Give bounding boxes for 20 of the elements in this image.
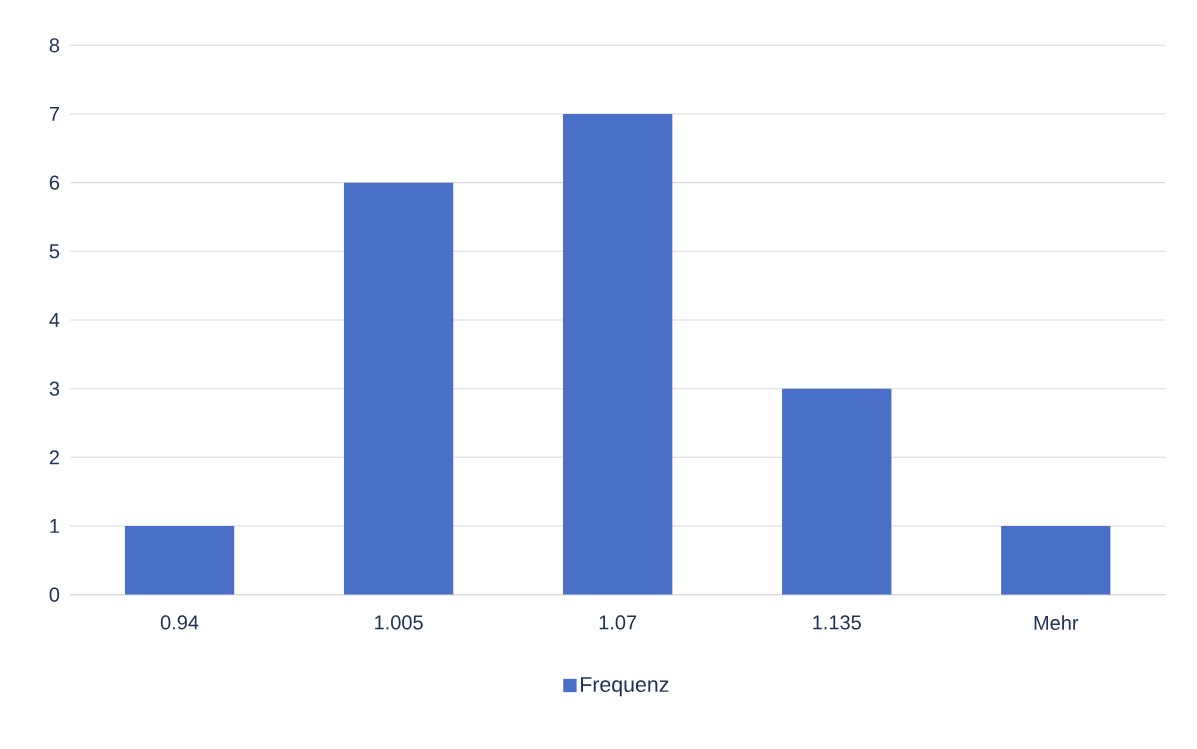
y-tick-label: 3 <box>49 381 60 396</box>
y-tick-label: 8 <box>49 38 60 53</box>
bar <box>1001 525 1111 595</box>
x-tick-label: 1.135 <box>813 615 861 630</box>
y-tick-label: 7 <box>49 107 59 121</box>
bar <box>343 182 454 595</box>
y-tick-label: 0 <box>49 587 60 602</box>
bar <box>563 113 673 595</box>
y-tick-label: 1 <box>50 519 59 533</box>
bar <box>124 525 235 595</box>
x-tick-label: 1.07 <box>599 615 637 630</box>
x-tick-label: Mehr <box>1034 615 1079 631</box>
x-tick-label: 1.005 <box>375 615 423 630</box>
y-tick-label: 5 <box>49 244 60 259</box>
y-tick-label: 4 <box>49 313 60 327</box>
bar <box>782 388 892 595</box>
y-tick-label: 6 <box>49 175 60 190</box>
x-tick-label: 0.94 <box>160 615 199 630</box>
y-tick-label: 2 <box>49 450 59 465</box>
legend-label: Frequenz <box>581 677 669 697</box>
